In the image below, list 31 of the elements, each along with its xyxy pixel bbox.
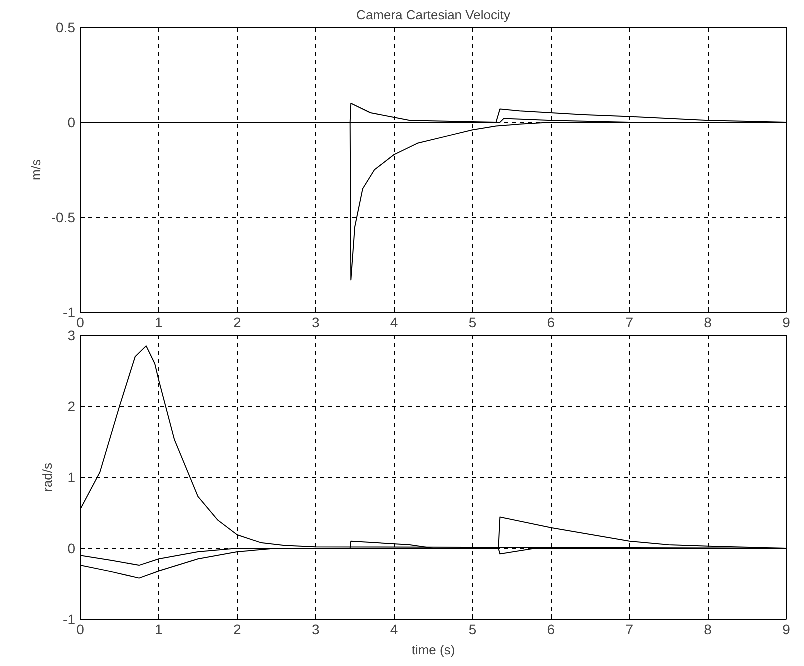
x-tick-label: 2 <box>233 314 242 330</box>
x-tick-label: 5 <box>468 314 477 330</box>
x-tick-label: 8 <box>704 314 712 330</box>
x-tick-label: 7 <box>626 314 634 330</box>
y-tick-label: 0 <box>68 540 76 556</box>
y-tick-label: -1 <box>63 304 76 320</box>
x-axis-title: time (s) <box>412 642 456 658</box>
y-axis-title: rad/s <box>40 462 56 492</box>
x-tick-label: 4 <box>390 622 398 638</box>
x-tick-label: 4 <box>390 314 398 330</box>
y-axis-title: m/s <box>28 159 44 180</box>
x-tick-label: 1 <box>155 622 164 638</box>
x-tick-label: 1 <box>155 314 164 330</box>
x-tick-label: 3 <box>312 314 320 330</box>
y-tick-label: 2 <box>68 398 76 414</box>
y-tick-label: 0 <box>68 114 76 130</box>
x-tick-label: 6 <box>547 622 556 638</box>
y-tick-label: -1 <box>63 612 76 628</box>
x-tick-label: 9 <box>782 314 791 330</box>
y-tick-label: 3 <box>68 328 76 344</box>
y-tick-label: 1 <box>68 470 76 486</box>
x-tick-label: 5 <box>468 622 477 638</box>
x-tick-label: 8 <box>704 622 712 638</box>
x-tick-label: 2 <box>233 622 242 638</box>
y-tick-label: 0.5 <box>56 20 76 36</box>
y-tick-label: -0.5 <box>51 210 76 226</box>
x-tick-label: 7 <box>626 622 634 638</box>
x-tick-label: 9 <box>782 622 791 638</box>
x-tick-label: 6 <box>547 314 556 330</box>
x-tick-label: 3 <box>312 622 320 638</box>
chart-title: Camera Cartesian Velocity <box>356 8 511 22</box>
